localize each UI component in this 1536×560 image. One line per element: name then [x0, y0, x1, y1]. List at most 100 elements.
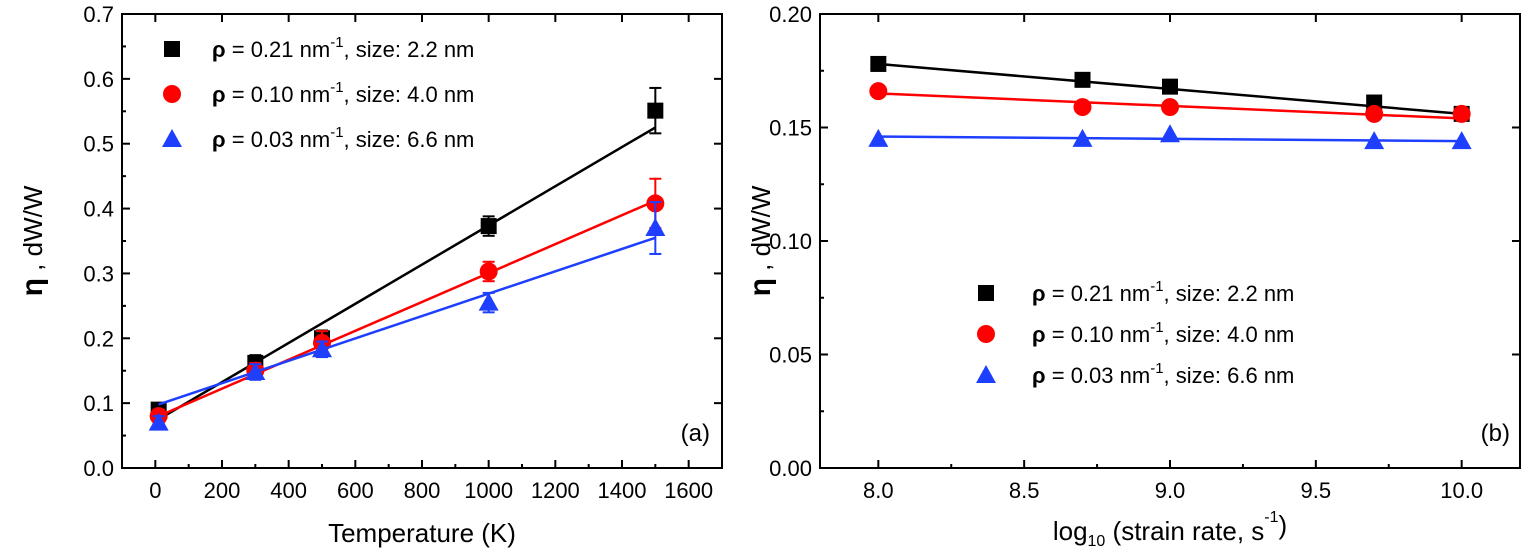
legend-item: ρ = 0.21 nm-1, size: 2.2 nm — [978, 278, 1294, 306]
data-point-triangle — [245, 362, 266, 381]
x-tick-label: 1000 — [464, 478, 513, 503]
legend-marker-square — [978, 285, 994, 301]
legend: ρ = 0.21 nm-1, size: 2.2 nmρ = 0.10 nm-1… — [162, 34, 474, 152]
y-tick-label: 0.7 — [83, 2, 114, 27]
data-point-square — [870, 55, 887, 72]
legend-mid: = 0.03 nm — [226, 127, 331, 152]
eta-symbol: η — [16, 278, 49, 296]
fit-line — [158, 236, 656, 406]
data-point-circle — [1161, 98, 1179, 117]
x-tick-label: 9.5 — [1301, 478, 1332, 503]
y-tick-label: 0.4 — [83, 197, 114, 222]
x-axis-title-part: (strain rate, s — [1105, 516, 1264, 546]
panel-label: (a) — [681, 420, 710, 447]
series-1 — [869, 82, 1471, 123]
legend-sup: -1 — [1150, 319, 1163, 336]
legend-rho: ρ — [212, 37, 226, 62]
legend-sup: -1 — [330, 34, 343, 51]
legend-marker-triangle — [162, 129, 182, 147]
data-point-triangle — [148, 412, 169, 431]
x-tick-label: 8.0 — [863, 478, 894, 503]
y-axis-title: η , dW/W — [744, 185, 777, 296]
legend-tail: , size: 6.6 nm — [344, 127, 475, 152]
data-point-circle — [1452, 104, 1471, 123]
x-tick-label: 10.0 — [1440, 478, 1483, 503]
x-tick-label: 1400 — [598, 478, 647, 503]
legend-sup: -1 — [1150, 360, 1163, 377]
x-axis-title: Temperature (K) — [328, 518, 516, 548]
legend-label: ρ = 0.21 nm-1, size: 2.2 nm — [1032, 278, 1294, 306]
y-axis-title-text: , dW/W — [746, 185, 776, 278]
x-tick-label: 1200 — [531, 478, 580, 503]
legend-label: ρ = 0.03 nm-1, size: 6.6 nm — [1032, 360, 1294, 388]
legend-mid: = 0.21 nm — [226, 37, 331, 62]
panel-label: (b) — [1481, 420, 1510, 447]
legend-marker-circle — [977, 325, 995, 343]
y-tick-label: 0.15 — [769, 116, 812, 141]
legend-sup: -1 — [330, 79, 343, 96]
legend-item: ρ = 0.10 nm-1, size: 4.0 nm — [163, 79, 474, 107]
x-axis-title: log10 (strain rate, s-1) — [1053, 509, 1287, 550]
y-axis-title-text: , dW/W — [18, 185, 48, 278]
legend-marker-square — [164, 41, 180, 57]
legend-mid: = 0.21 nm — [1046, 281, 1151, 306]
x-tick-label: 400 — [270, 478, 307, 503]
legend-tail: , size: 6.6 nm — [1164, 363, 1295, 388]
x-ticks: 8.0 8.5 9.0 9.5 10.0 — [863, 14, 1483, 503]
legend-label: ρ = 0.21 nm-1, size: 2.2 nm — [212, 34, 474, 62]
x-tick-label: 0 — [149, 478, 161, 503]
legend-mid: = 0.10 nm — [1046, 322, 1151, 347]
y-tick-label: 0.05 — [769, 343, 812, 368]
x-tick-label: 200 — [204, 478, 241, 503]
series-1 — [149, 177, 665, 426]
x-tick-label: 800 — [404, 478, 441, 503]
x-tick-label: 1600 — [664, 478, 713, 503]
y-tick-label: 0.00 — [769, 456, 812, 481]
legend-rho: ρ — [212, 127, 226, 152]
y-tick-label: 0.6 — [83, 67, 114, 92]
data-point-circle — [1073, 98, 1092, 117]
x-axis-title-part: 10 — [1088, 533, 1106, 550]
data-point-square — [480, 218, 497, 235]
legend-rho: ρ — [1032, 281, 1046, 306]
data-point-square — [1074, 71, 1091, 88]
legend-item: ρ = 0.10 nm-1, size: 4.0 nm — [977, 319, 1294, 347]
legend-tail: , size: 4.0 nm — [344, 82, 475, 107]
x-axis-title-part: -1 — [1264, 509, 1278, 526]
data-point-triangle — [645, 218, 666, 237]
legend-sup: -1 — [330, 124, 343, 141]
data-point-circle — [1365, 104, 1384, 123]
y-ticks: 0.00 0.05 0.10 0.15 0.20 — [769, 2, 1520, 481]
y-tick-label: 0.20 — [769, 2, 812, 27]
data-point-triangle — [1072, 128, 1093, 147]
x-axis-title-part: ) — [1279, 510, 1288, 540]
series-2 — [148, 201, 666, 431]
legend-tail: , size: 2.2 nm — [344, 37, 475, 62]
y-axis-title: η , dW/W — [16, 185, 49, 296]
y-tick-label: 0.2 — [83, 326, 114, 351]
x-tick-label: 9.0 — [1155, 478, 1186, 503]
legend-sup: -1 — [1150, 278, 1163, 295]
panel-b: 8.0 8.5 9.0 9.5 10.0 0.00 0.05 0.10 0.15 0.20 log1… — [744, 2, 1521, 550]
data-point-square — [1162, 78, 1178, 95]
legend-label: ρ = 0.10 nm-1, size: 4.0 nm — [212, 79, 474, 107]
y-tick-label: 0.10 — [769, 229, 812, 254]
x-tick-label: 8.5 — [1009, 478, 1040, 503]
legend-rho: ρ — [212, 82, 226, 107]
legend-item: ρ = 0.03 nm-1, size: 6.6 nm — [976, 360, 1294, 388]
x-tick-label: 600 — [337, 478, 374, 503]
data-point-circle — [479, 262, 498, 281]
x-ticks: 0 200 400 600 800 1000 1200 1400 1600 — [149, 14, 713, 503]
y-tick-label: 0.3 — [83, 261, 114, 286]
legend-label: ρ = 0.03 nm-1, size: 6.6 nm — [212, 124, 474, 152]
data-point-triangle — [868, 128, 889, 147]
eta-symbol: η — [744, 278, 777, 296]
panel-a: 0 200 400 600 800 1000 1200 1400 16000.00.10.20.… — [16, 2, 723, 548]
legend-mid: = 0.03 nm — [1046, 363, 1151, 388]
fit-line — [158, 199, 656, 418]
data-point-triangle — [478, 292, 499, 311]
legend-label: ρ = 0.10 nm-1, size: 4.0 nm — [1032, 319, 1294, 347]
legend-item: ρ = 0.03 nm-1, size: 6.6 nm — [162, 124, 474, 152]
x-axis-title-part: log — [1053, 516, 1088, 546]
